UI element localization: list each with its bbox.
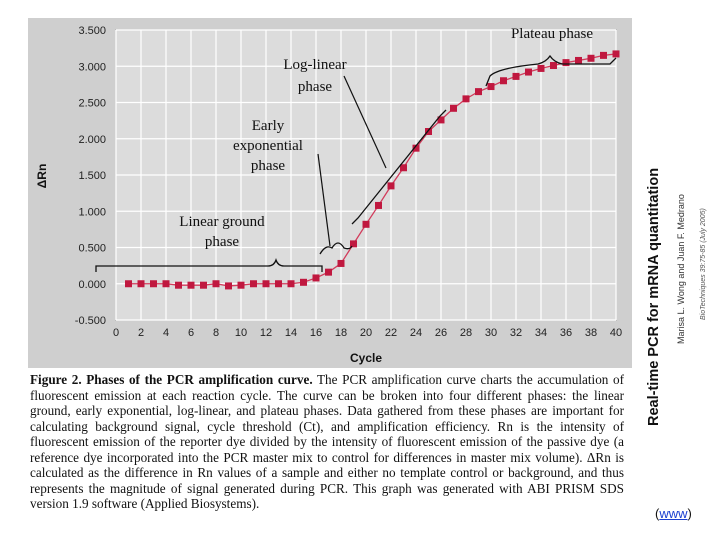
y-axis-title: ΔRn <box>35 164 49 189</box>
data-point <box>412 144 420 152</box>
data-point <box>225 282 232 290</box>
data-point <box>600 51 607 59</box>
log-linear-bracket <box>351 109 447 225</box>
annotation-label: phase <box>298 79 332 95</box>
data-series-line <box>128 53 617 287</box>
data-point <box>612 50 620 58</box>
data-point <box>450 104 457 112</box>
x-tick-label: 20 <box>360 327 372 339</box>
chart-panel: 3.500 3.000 2.500 2.000 1.500 1.000 0.500 0.000… <box>28 18 632 368</box>
x-tick-label: 2 <box>138 327 144 339</box>
x-tick-label: 0 <box>113 327 119 339</box>
y-tick-label: 0.000 <box>78 279 106 291</box>
linear-ground-bracket <box>95 257 323 272</box>
data-point <box>462 95 470 103</box>
x-tick-label: 18 <box>335 327 347 339</box>
data-point <box>550 62 557 70</box>
data-point <box>587 54 595 62</box>
x-tick-label: 6 <box>188 327 194 339</box>
data-point <box>250 280 257 288</box>
annotation-label: Early <box>252 118 285 134</box>
x-tick-label: 24 <box>410 327 422 339</box>
data-point <box>287 280 295 288</box>
data-point <box>537 64 545 72</box>
side-journal: BioTechniques 39:75-85 (July 2005) <box>700 208 707 320</box>
data-point <box>125 280 132 288</box>
data-point <box>512 72 520 80</box>
y-tick-label: 3.000 <box>78 61 106 73</box>
x-tick-label: 36 <box>560 327 572 339</box>
data-point <box>500 77 507 85</box>
x-tick-label: 4 <box>163 327 169 339</box>
x-tick-label: 8 <box>213 327 219 339</box>
link-open-paren: ( <box>655 506 660 521</box>
early-exponential-bracket <box>319 242 353 255</box>
data-point <box>350 240 357 248</box>
x-tick-label: 40 <box>610 327 622 339</box>
annotation-label: phase <box>205 234 239 250</box>
data-point <box>437 116 445 124</box>
early-exponential-leader <box>317 153 331 247</box>
data-point <box>150 280 157 288</box>
x-tick-label: 30 <box>485 327 497 339</box>
y-tick-label: 1.500 <box>78 170 106 182</box>
data-point <box>137 280 145 288</box>
data-point <box>187 281 195 289</box>
x-tick-label: 34 <box>535 327 547 339</box>
data-point <box>175 281 182 289</box>
data-point <box>275 280 282 288</box>
y-tick-label: -0.500 <box>75 315 106 327</box>
data-point <box>562 59 570 67</box>
x-tick-label: 32 <box>510 327 522 339</box>
data-point <box>337 259 345 267</box>
y-tick-label: 1.000 <box>78 206 106 218</box>
caption-lead: Figure 2. Phases of the PCR amplificatio… <box>30 372 313 387</box>
x-tick-label: 16 <box>310 327 322 339</box>
data-point <box>475 88 482 96</box>
x-tick-label: 22 <box>385 327 397 339</box>
data-point <box>325 268 332 276</box>
data-point <box>300 278 307 286</box>
x-axis-title: Cycle <box>350 351 382 365</box>
data-point <box>487 83 495 91</box>
link-close-paren: ) <box>687 506 692 521</box>
x-tick-label: 28 <box>460 327 472 339</box>
y-tick-label: 0.500 <box>78 243 106 255</box>
data-point <box>162 280 170 288</box>
data-point <box>362 220 370 228</box>
annotation-label: Plateau phase <box>511 26 593 42</box>
data-point <box>525 68 532 76</box>
annotation-label: exponential <box>233 138 303 154</box>
data-point <box>312 274 320 282</box>
data-point <box>237 281 245 289</box>
data-point <box>575 56 582 64</box>
data-point <box>212 280 220 288</box>
data-point <box>387 182 395 190</box>
caption-body: The PCR amplification curve charts the a… <box>30 372 624 511</box>
pcr-amplification-chart: 3.500 3.000 2.500 2.000 1.500 1.000 0.500 0.000… <box>35 25 622 365</box>
side-title: Real-time PCR for mRNA quantitation <box>646 167 662 426</box>
www-link[interactable]: www <box>659 506 688 521</box>
y-tick-label: 3.500 <box>78 25 106 37</box>
data-point <box>262 280 270 288</box>
log-linear-leader <box>343 75 387 169</box>
side-authors: Marisa L. Wong and Juan F. Medrano <box>676 194 686 344</box>
x-tick-label: 26 <box>435 327 447 339</box>
x-tick-label: 38 <box>585 327 597 339</box>
y-tick-label: 2.000 <box>78 134 106 146</box>
data-point <box>200 281 207 289</box>
x-tick-label: 10 <box>235 327 247 339</box>
y-tick-label: 2.500 <box>78 98 106 110</box>
data-point <box>375 201 382 209</box>
plateau-bracket <box>485 54 617 87</box>
x-tick-label: 12 <box>260 327 272 339</box>
data-point <box>425 128 432 135</box>
annotation-label: phase <box>251 158 285 174</box>
data-point <box>400 164 407 172</box>
www-link-container: (www) <box>655 506 692 521</box>
annotation-label: Log-linear <box>283 57 346 73</box>
figure-caption: Figure 2. Phases of the PCR amplificatio… <box>30 372 624 512</box>
annotation-label: Linear ground <box>179 214 265 230</box>
x-tick-label: 14 <box>285 327 297 339</box>
